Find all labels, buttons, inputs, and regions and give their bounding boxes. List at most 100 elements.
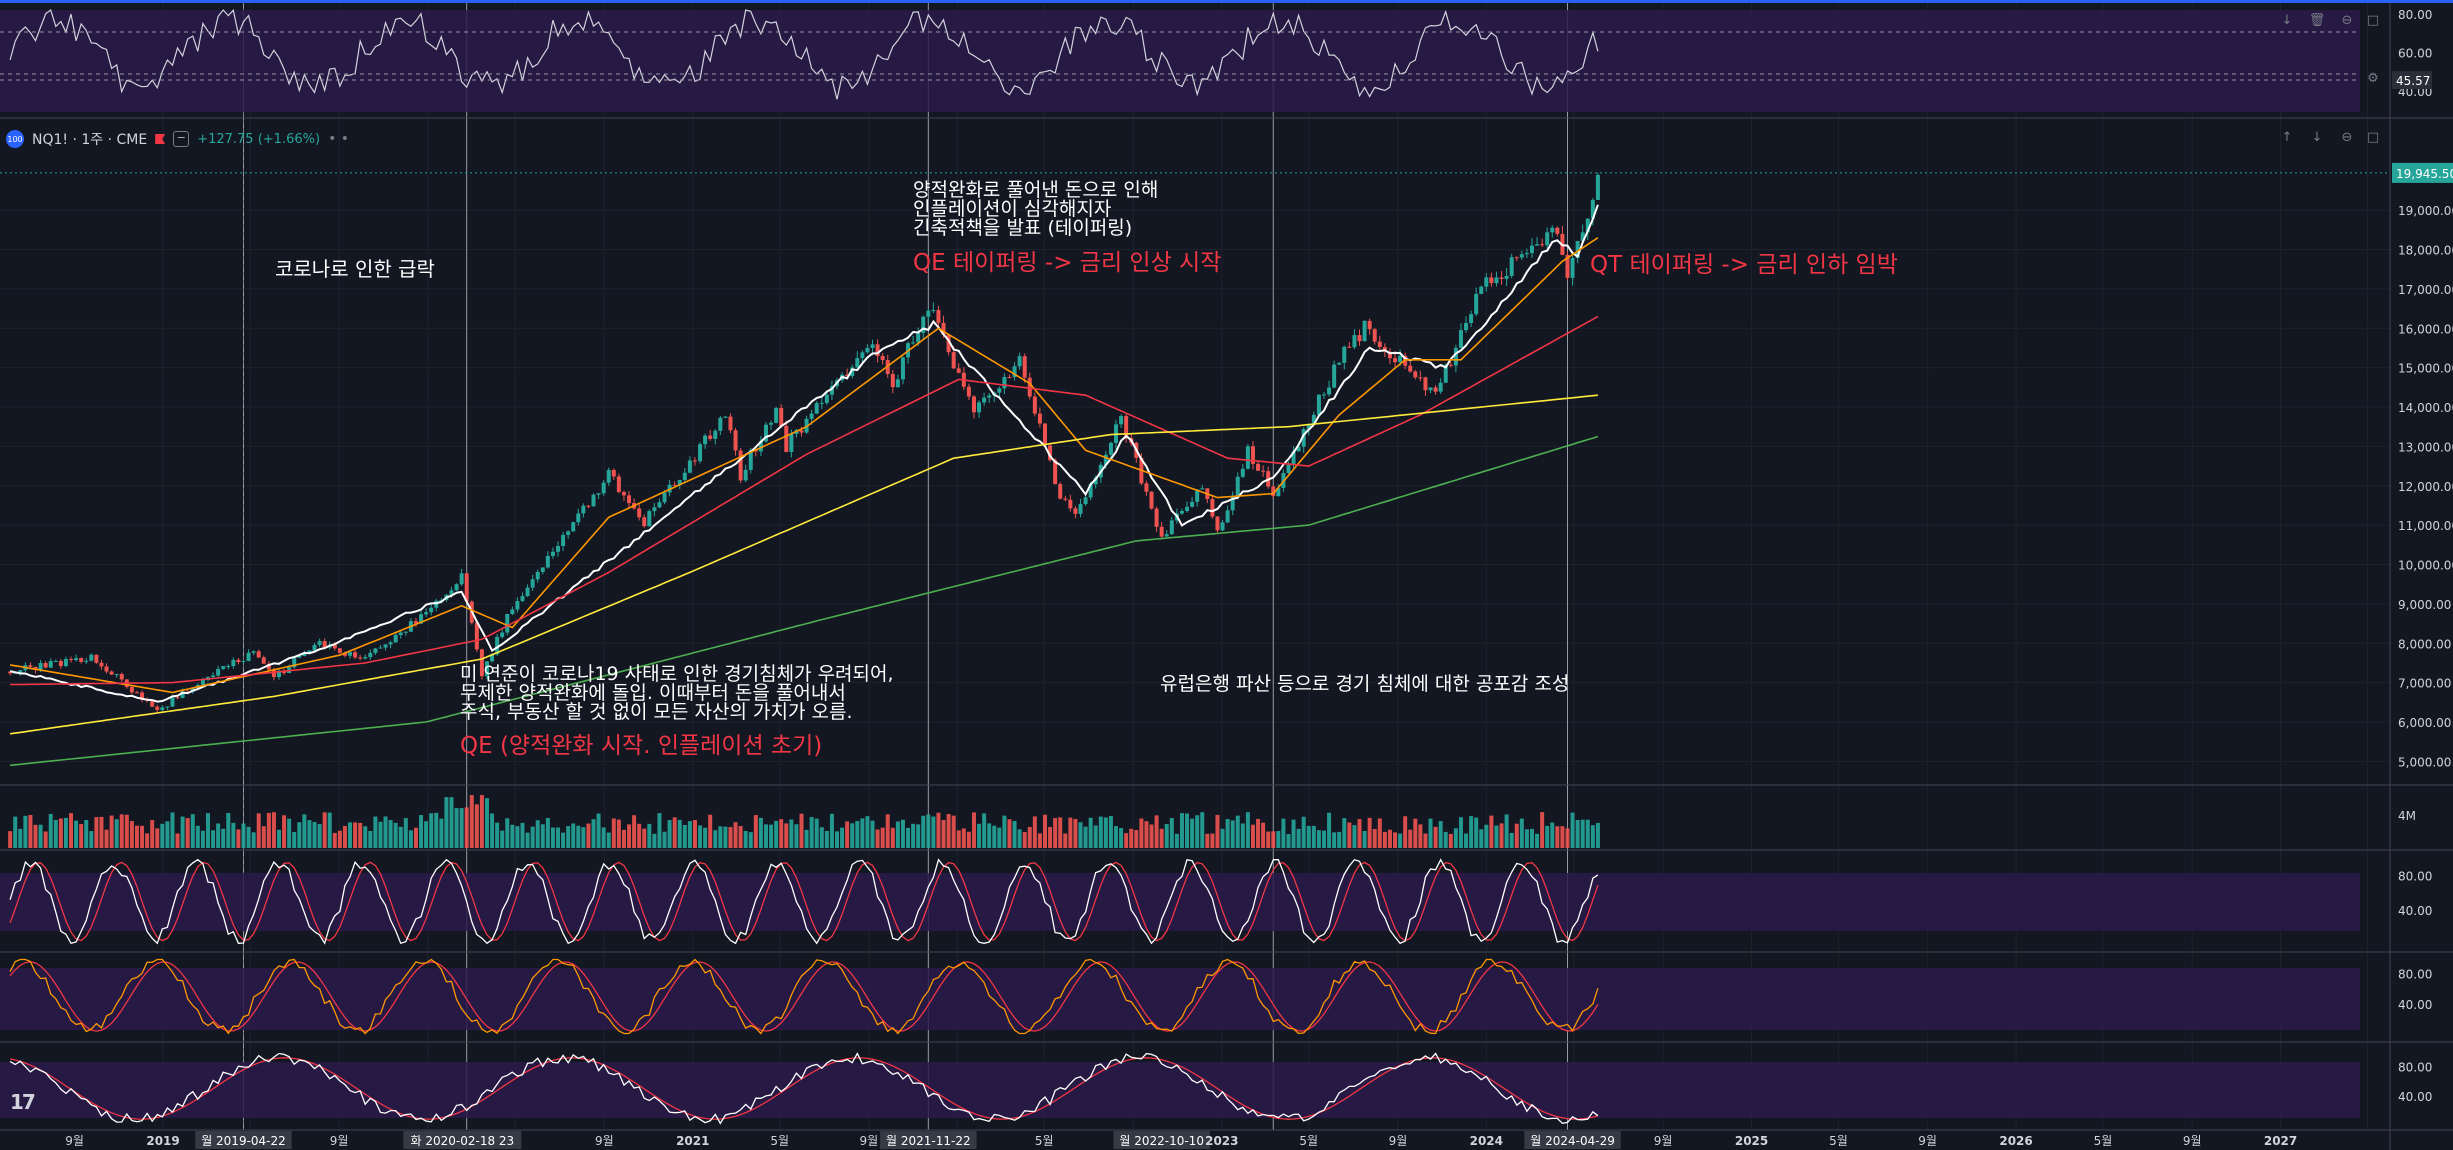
candle-297 <box>1514 256 1519 261</box>
volume-bar-9 <box>53 819 58 848</box>
candle-166 <box>850 364 855 379</box>
volume-bar-175 <box>895 821 900 848</box>
candle-73 <box>378 644 383 649</box>
volume-bar-195 <box>997 827 1002 848</box>
candle-250 <box>1276 484 1281 497</box>
annotation-qe-body-2: 무제한 양적완화에 돌입. 이때부터 돈을 풀어내서 <box>460 682 846 704</box>
candle-240 <box>1225 505 1230 524</box>
volume-bar-163 <box>835 831 840 848</box>
volume-bar-282 <box>1438 821 1443 848</box>
flag-icon[interactable] <box>155 134 166 144</box>
volume-bar-281 <box>1433 826 1438 848</box>
candle-44 <box>231 657 236 669</box>
more-dots-icon[interactable]: • • <box>328 131 350 147</box>
symbol-legend[interactable]: 100 NQ1! · 1주 · CME − +127.75 (+1.66%) •… <box>6 128 349 150</box>
volume-bar-56 <box>292 832 297 848</box>
volume-bar-109 <box>561 832 566 848</box>
candle-108 <box>556 541 561 557</box>
volume-bar-251 <box>1281 818 1286 848</box>
candle-169 <box>865 344 870 354</box>
volume-bar-25 <box>134 825 139 848</box>
candle-291 <box>1484 272 1489 292</box>
candle-212 <box>1083 494 1088 506</box>
volume-bar-160 <box>819 827 824 848</box>
volume-bar-53 <box>277 829 282 848</box>
volume-bar-54 <box>282 815 287 848</box>
volume-bar-40 <box>211 830 216 848</box>
candle-168 <box>860 350 865 363</box>
volume-bar-69 <box>358 822 363 848</box>
volume-bar-223 <box>1139 818 1144 848</box>
volume-bar-181 <box>926 814 931 848</box>
volume-bar-136 <box>698 825 703 848</box>
volume-bar-300 <box>1529 828 1534 848</box>
volume-bar-278 <box>1418 824 1423 848</box>
collapse-legend-icon[interactable]: − <box>173 131 190 147</box>
volume-bar-101 <box>520 822 525 848</box>
time-axis[interactable]: 9월 2019 월 2019-04-22 9월 화 2020-02-18 23 9월 202… <box>65 1131 2297 1149</box>
candle-270 <box>1377 335 1382 352</box>
volume-bar-252 <box>1286 833 1291 848</box>
time-label-24: 2027 <box>2264 1134 2297 1148</box>
maximize-price-pane-icon[interactable]: □ <box>2366 130 2380 145</box>
delete-icon[interactable]: 🗑 <box>2308 13 2326 28</box>
volume-bar-131 <box>672 817 677 848</box>
candle-258 <box>1316 394 1321 415</box>
candle-220 <box>1124 414 1129 443</box>
oscillator-panes <box>9 858 1599 1125</box>
candle-310 <box>1580 224 1585 242</box>
volume-bar-30 <box>160 823 165 848</box>
volume-bar-13 <box>74 820 79 848</box>
osc0-tick-0: 80.00 <box>2398 869 2432 883</box>
candle-233 <box>1190 496 1195 508</box>
volume-bar-168 <box>860 818 865 848</box>
volume-bar-292 <box>1489 815 1494 848</box>
volume-bar-102 <box>525 832 530 848</box>
time-label-18: 2025 <box>1735 1134 1768 1148</box>
pane-move-down-icon[interactable]: ↓ <box>2311 130 2323 145</box>
price-axis[interactable]: 19,000.00 18,000.00 17,000.00 16,000.00 15,0… <box>2392 8 2453 1104</box>
volume-bar-4 <box>28 814 33 848</box>
candle-307 <box>1565 251 1570 281</box>
maximize-pane-icon[interactable]: □ <box>2366 13 2380 28</box>
hide-pane-icon[interactable]: ⊖ <box>2341 13 2353 28</box>
osc1-band <box>0 873 2360 931</box>
collapse-pane-icon[interactable]: ⊖ <box>2341 130 2353 145</box>
candle-228 <box>1164 530 1169 537</box>
volume-bar-271 <box>1382 831 1387 848</box>
price-tick-5: 14,000.00 <box>2398 401 2453 415</box>
volume-bar-22 <box>119 814 124 848</box>
volume-bar-231 <box>1179 813 1184 848</box>
volume-bar-3 <box>23 815 28 848</box>
price-pane[interactable] <box>0 172 2390 767</box>
candle-267 <box>1362 320 1367 342</box>
candle-61 <box>317 638 322 648</box>
move-down-icon[interactable]: ↓ <box>2281 13 2293 28</box>
volume-bar-311 <box>1585 819 1590 848</box>
candle-17 <box>94 654 99 664</box>
volume-bar-263 <box>1342 818 1347 848</box>
volume-bar-45 <box>236 829 241 848</box>
candle-293 <box>1494 271 1499 287</box>
volume-bar-307 <box>1565 828 1570 848</box>
symbol-line[interactable]: NQ1! · 1주 · CME <box>32 132 148 148</box>
candle-247 <box>1261 465 1266 477</box>
candle-40 <box>211 672 216 678</box>
candle-106 <box>545 551 550 569</box>
volume-bar-43 <box>226 812 231 848</box>
volume-bar-12 <box>69 813 74 848</box>
annotation-taper-body-2: 인플레이션이 심각해지자 <box>913 198 1111 220</box>
candle-14 <box>79 657 84 664</box>
move-up-icon[interactable]: ↑ <box>2281 130 2293 145</box>
candle-31 <box>165 706 170 710</box>
candle-219 <box>1119 414 1124 429</box>
volume-bar-90 <box>464 807 469 848</box>
settings-gear-icon[interactable]: ⚙ <box>2367 71 2379 86</box>
time-label-23: 9월 <box>2183 1134 2202 1148</box>
candle-272 <box>1387 348 1392 365</box>
candle-268 <box>1367 318 1372 335</box>
candle-89 <box>459 568 464 587</box>
volume-bar-247 <box>1261 822 1266 848</box>
volume-bar-34 <box>180 816 185 848</box>
